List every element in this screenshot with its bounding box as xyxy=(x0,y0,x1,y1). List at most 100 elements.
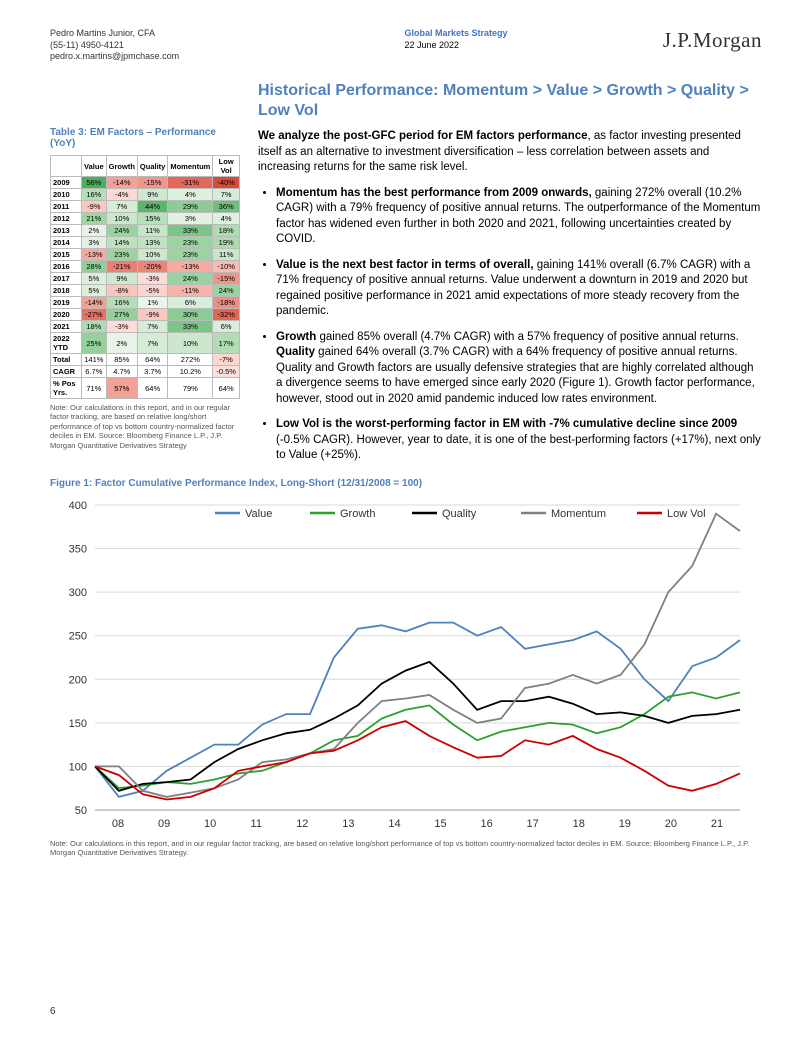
table-cell: 11% xyxy=(137,225,167,237)
table-cell: 44% xyxy=(137,201,167,213)
table-cell: 33% xyxy=(168,321,213,333)
legend-label: Value xyxy=(245,508,272,520)
table-row: 202118%-3%7%33%6% xyxy=(51,321,240,333)
table-cell: 24% xyxy=(213,285,240,297)
table-cell: 24% xyxy=(106,225,137,237)
table-cell: 27% xyxy=(106,309,137,321)
page-header: Pedro Martins Junior, CFA (55-11) 4950-4… xyxy=(50,28,762,63)
table-cell: 16% xyxy=(82,189,107,201)
table-cell: 14% xyxy=(106,237,137,249)
table-cell: -0.5% xyxy=(213,366,240,378)
table-row: Total141%85%64%272%-7% xyxy=(51,354,240,366)
table-row-label: 2011 xyxy=(51,201,82,213)
table-cell: -14% xyxy=(106,177,137,189)
table-cell: -21% xyxy=(106,261,137,273)
table-title: Table 3: EM Factors – Performance (YoY) xyxy=(50,127,240,149)
table-row: 2015-13%23%10%23%11% xyxy=(51,249,240,261)
table-row-label: 2015 xyxy=(51,249,82,261)
table-cell: 56% xyxy=(82,177,107,189)
y-tick-label: 350 xyxy=(69,543,87,555)
table-cell: 3.7% xyxy=(137,366,167,378)
series-line xyxy=(95,721,740,799)
y-tick-label: 400 xyxy=(69,500,87,512)
table-cell: 71% xyxy=(82,378,107,399)
table-cell: 6.7% xyxy=(82,366,107,378)
table-cell: 4% xyxy=(213,213,240,225)
doc-meta: Global Markets Strategy 22 June 2022 xyxy=(405,28,508,51)
legend-label: Low Vol xyxy=(667,508,706,520)
table-cell: 7% xyxy=(213,189,240,201)
table-cell: 5% xyxy=(82,273,107,285)
author-phone: (55-11) 4950-4121 xyxy=(50,40,179,52)
table-cell: 57% xyxy=(106,378,137,399)
table-col-header: Low Vol xyxy=(213,156,240,177)
table-cell: 1% xyxy=(137,297,167,309)
table-row: 2020-27%27%-9%30%-32% xyxy=(51,309,240,321)
content-two-col: Table 3: EM Factors – Performance (YoY) … xyxy=(50,81,762,474)
legend-label: Growth xyxy=(340,508,375,520)
table-row-label: 2020 xyxy=(51,309,82,321)
table-cell: 6% xyxy=(213,321,240,333)
table-cell: -40% xyxy=(213,177,240,189)
table-row: 2022 YTD25%2%7%10%17% xyxy=(51,333,240,354)
table-row: 20175%9%-3%24%-15% xyxy=(51,273,240,285)
x-tick-label: 10 xyxy=(204,818,216,830)
legend-label: Momentum xyxy=(551,508,606,520)
table-cell: -3% xyxy=(106,321,137,333)
x-tick-label: 16 xyxy=(480,818,492,830)
table-cell: -8% xyxy=(106,285,137,297)
table-cell: 10.2% xyxy=(168,366,213,378)
table-row-label: 2018 xyxy=(51,285,82,297)
table-cell: 9% xyxy=(137,189,167,201)
table-cell: -7% xyxy=(213,354,240,366)
series-line xyxy=(95,662,740,791)
main-col: Historical Performance: Momentum > Value… xyxy=(258,81,762,474)
author-name: Pedro Martins Junior, CFA xyxy=(50,28,179,40)
figure-note: Note: Our calculations in this report, a… xyxy=(50,839,762,858)
table-cell: 28% xyxy=(82,261,107,273)
table-cell: 23% xyxy=(168,249,213,261)
x-tick-label: 12 xyxy=(296,818,308,830)
table-cell: 7% xyxy=(106,201,137,213)
table-row: 201221%10%15%3%4% xyxy=(51,213,240,225)
table-cell: 7% xyxy=(137,333,167,354)
bullet-list: Momentum has the best performance from 2… xyxy=(258,186,762,464)
x-tick-label: 18 xyxy=(573,818,585,830)
table-row-label: 2012 xyxy=(51,213,82,225)
table-cell: 5% xyxy=(82,285,107,297)
x-tick-label: 20 xyxy=(665,818,677,830)
author-email: pedro.x.martins@jpmchase.com xyxy=(50,51,179,63)
table-cell: -15% xyxy=(137,177,167,189)
group-label: Global Markets Strategy xyxy=(405,28,508,40)
x-tick-label: 15 xyxy=(434,818,446,830)
table-cell: 6% xyxy=(168,297,213,309)
table-row-label: 2019 xyxy=(51,297,82,309)
table-col-header: Momentum xyxy=(168,156,213,177)
table-row-label: 2016 xyxy=(51,261,82,273)
y-tick-label: 300 xyxy=(69,587,87,599)
table-cell: 3% xyxy=(82,237,107,249)
table-cell: 17% xyxy=(213,333,240,354)
x-tick-label: 11 xyxy=(251,818,262,830)
table-cell: 79% xyxy=(168,378,213,399)
table-cell: -4% xyxy=(106,189,137,201)
table-cell: 11% xyxy=(213,249,240,261)
y-tick-label: 200 xyxy=(69,674,87,686)
table-row: 20185%-8%-5%-11%24% xyxy=(51,285,240,297)
table-row: 20132%24%11%33%18% xyxy=(51,225,240,237)
table-cell: 64% xyxy=(137,354,167,366)
table-cell: -9% xyxy=(82,201,107,213)
x-tick-label: 19 xyxy=(619,818,631,830)
table-cell: -14% xyxy=(82,297,107,309)
table-cell: 64% xyxy=(137,378,167,399)
legend-label: Quality xyxy=(442,508,477,520)
y-tick-label: 50 xyxy=(75,805,87,817)
y-tick-label: 150 xyxy=(69,718,87,730)
table-row: 200956%-14%-15%-31%-40% xyxy=(51,177,240,189)
chart-svg: 5010015020025030035040008091011121314151… xyxy=(50,495,750,835)
table-row-label: 2010 xyxy=(51,189,82,201)
table-cell: 23% xyxy=(168,237,213,249)
table-cell: 10% xyxy=(168,333,213,354)
table-cell: 25% xyxy=(82,333,107,354)
table-row: CAGR6.7%4.7%3.7%10.2%-0.5% xyxy=(51,366,240,378)
